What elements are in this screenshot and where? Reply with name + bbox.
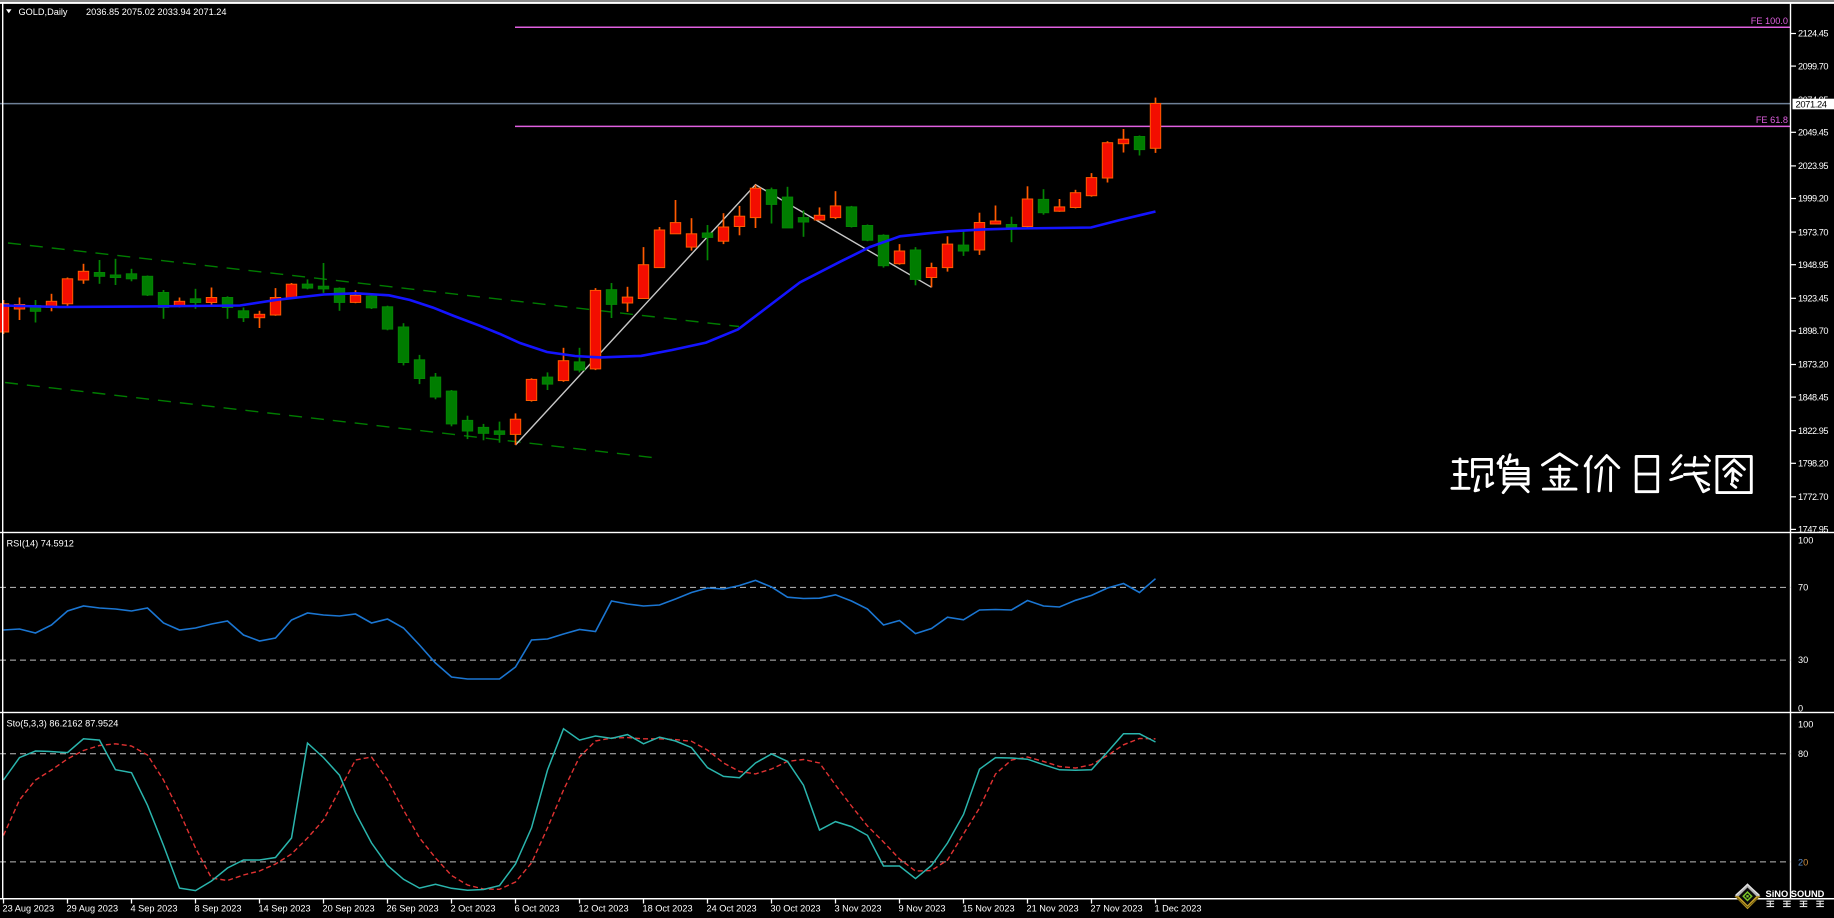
svg-text:30: 30 xyxy=(1798,655,1808,665)
svg-text:80: 80 xyxy=(1798,749,1808,759)
svg-text:8 Sep 2023: 8 Sep 2023 xyxy=(195,904,242,914)
svg-text:21 Nov 2023: 21 Nov 2023 xyxy=(1027,904,1079,914)
svg-text:SiNO SOUND: SiNO SOUND xyxy=(1766,889,1825,899)
svg-text:15 Nov 2023: 15 Nov 2023 xyxy=(963,904,1015,914)
svg-text:1898.70: 1898.70 xyxy=(1798,326,1828,336)
svg-text:1973.70: 1973.70 xyxy=(1798,227,1828,237)
svg-text:1 Dec 2023: 1 Dec 2023 xyxy=(1155,904,1202,914)
svg-text:14 Sep 2023: 14 Sep 2023 xyxy=(259,904,311,914)
svg-text:GOLD,Daily: GOLD,Daily xyxy=(19,7,68,17)
svg-text:100: 100 xyxy=(1798,720,1813,730)
svg-text:18 Oct 2023: 18 Oct 2023 xyxy=(643,904,693,914)
svg-text:4 Sep 2023: 4 Sep 2023 xyxy=(131,904,178,914)
svg-text:2049.45: 2049.45 xyxy=(1798,128,1828,138)
svg-text:20: 20 xyxy=(1798,857,1808,867)
svg-text:6 Oct 2023: 6 Oct 2023 xyxy=(515,904,560,914)
svg-text:70: 70 xyxy=(1798,583,1808,593)
svg-text:2023.95: 2023.95 xyxy=(1798,161,1828,171)
svg-text:20 Sep 2023: 20 Sep 2023 xyxy=(323,904,375,914)
svg-text:1948.95: 1948.95 xyxy=(1798,260,1828,270)
svg-text:26 Sep 2023: 26 Sep 2023 xyxy=(387,904,439,914)
svg-text:1923.45: 1923.45 xyxy=(1798,294,1828,304)
svg-text:2071.24: 2071.24 xyxy=(1796,99,1827,110)
svg-text:1822.95: 1822.95 xyxy=(1798,426,1828,436)
svg-text:1873.20: 1873.20 xyxy=(1798,360,1828,370)
svg-text:3 Nov 2023: 3 Nov 2023 xyxy=(835,904,882,914)
svg-text:27 Nov 2023: 27 Nov 2023 xyxy=(1091,904,1143,914)
svg-text:FE 61.8: FE 61.8 xyxy=(1756,115,1788,125)
svg-text:2099.70: 2099.70 xyxy=(1798,61,1828,71)
svg-text:2124.45: 2124.45 xyxy=(1798,29,1828,39)
svg-text:29 Aug 2023: 29 Aug 2023 xyxy=(67,904,119,914)
svg-text:2036.85 2075.02 2033.94 2071.2: 2036.85 2075.02 2033.94 2071.24 xyxy=(86,7,227,17)
svg-text:1772.70: 1772.70 xyxy=(1798,492,1828,502)
svg-text:RSI(14) 74.5912: RSI(14) 74.5912 xyxy=(7,538,74,548)
svg-text:1999.20: 1999.20 xyxy=(1798,194,1828,204)
svg-text:23 Aug 2023: 23 Aug 2023 xyxy=(3,904,55,914)
svg-text:2 Oct 2023: 2 Oct 2023 xyxy=(451,904,496,914)
svg-text:0: 0 xyxy=(1798,704,1803,714)
svg-text:12 Oct 2023: 12 Oct 2023 xyxy=(579,904,629,914)
svg-text:FE 100.0: FE 100.0 xyxy=(1751,16,1788,26)
svg-text:1798.20: 1798.20 xyxy=(1798,459,1828,469)
svg-text:1848.45: 1848.45 xyxy=(1798,392,1828,402)
svg-text:1747.95: 1747.95 xyxy=(1798,525,1828,535)
svg-text:100: 100 xyxy=(1798,536,1813,546)
svg-text:30 Oct 2023: 30 Oct 2023 xyxy=(771,904,821,914)
svg-text:24 Oct 2023: 24 Oct 2023 xyxy=(707,904,757,914)
svg-text:Sto(5,3,3) 86.2162 87.9524: Sto(5,3,3) 86.2162 87.9524 xyxy=(7,719,119,729)
svg-text:9 Nov 2023: 9 Nov 2023 xyxy=(899,904,946,914)
